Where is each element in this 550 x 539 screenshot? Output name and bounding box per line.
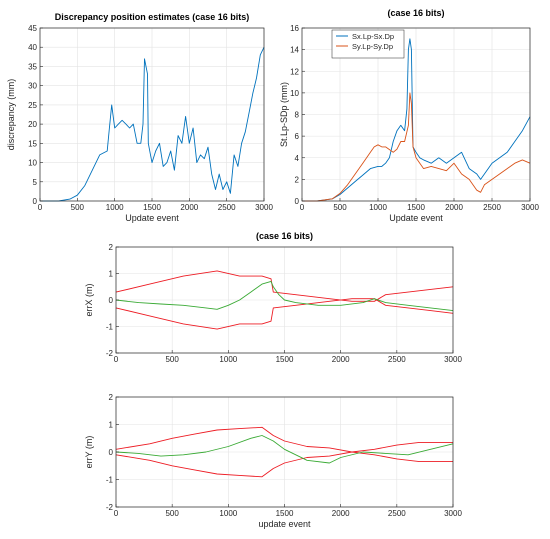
x-tick-label: 0 — [114, 509, 119, 518]
y-tick-label: 35 — [28, 62, 37, 71]
y-axis-label: St.Lp-SDp (mm) — [279, 82, 289, 147]
x-tick-label: 3000 — [521, 203, 539, 212]
chart-1: 0 500 1000 1500 2000 2500 3000 0 5 10 15 20 25 30 35 40… — [6, 12, 273, 223]
y-tick-label: 6 — [295, 132, 300, 141]
y-tick-label: 14 — [290, 46, 299, 55]
x-tick-label: 500 — [333, 203, 347, 212]
x-tick-label: 1000 — [369, 203, 387, 212]
y-tick-label: 20 — [28, 120, 37, 129]
x-tick-label: 500 — [165, 509, 179, 518]
y-tick-label: -2 — [106, 349, 114, 358]
series-line-2 — [302, 92, 531, 202]
x-tick-label: 1500 — [407, 203, 425, 212]
x-tick-label: 2500 — [388, 509, 406, 518]
y-tick-label: 25 — [28, 101, 37, 110]
x-tick-label: 2000 — [332, 355, 350, 364]
x-tick-label: 1000 — [106, 203, 124, 212]
y-tick-label: -2 — [106, 503, 114, 512]
chart-title: Discrepancy position estimates (case 16 … — [55, 12, 250, 22]
y-axis-label: discrepancy (mm) — [6, 79, 16, 151]
series-line-2 — [115, 451, 453, 478]
chart-3: 0 500 1000 1500 2000 2500 3000 -2 -1 0 1 2 (case 16 … — [84, 231, 462, 364]
y-tick-label: 40 — [28, 43, 37, 52]
y-tick-label: 12 — [290, 67, 299, 76]
x-tick-label: 1500 — [276, 509, 294, 518]
y-tick-label: 0 — [33, 197, 38, 206]
series-line-3 — [115, 280, 454, 312]
x-tick-label: 2500 — [388, 355, 406, 364]
chart-title: (case 16 bits) — [387, 8, 444, 18]
series-line-1 — [115, 426, 453, 453]
y-tick-label: 0 — [295, 197, 300, 206]
x-tick-label: 2500 — [483, 203, 501, 212]
y-tick-label: -1 — [106, 323, 114, 332]
x-tick-label: 500 — [165, 355, 179, 364]
x-axis-label: update event — [258, 519, 311, 529]
legend-box — [331, 29, 405, 59]
x-tick-label: 1000 — [219, 509, 237, 518]
x-axis-label: Update event — [389, 213, 443, 223]
y-tick-label: -1 — [106, 476, 114, 485]
legend-label: Sy.Lp-Sy.Dp — [352, 42, 393, 51]
y-tick-label: 2 — [109, 393, 114, 402]
chart-4: 0 500 1000 1500 2000 2500 3000 -2 -1 0 1 2 update ev… — [84, 393, 462, 529]
series-line-1 — [115, 270, 454, 302]
series-line-3 — [115, 435, 454, 464]
y-tick-label: 10 — [290, 89, 299, 98]
x-tick-label: 2000 — [332, 509, 350, 518]
y-tick-label: 10 — [28, 159, 37, 168]
x-tick-label: 3000 — [255, 203, 273, 212]
x-tick-label: 1500 — [143, 203, 161, 212]
legend-label: Sx.Lp-Sx.Dp — [352, 32, 394, 41]
y-tick-label: 0 — [109, 296, 114, 305]
y-axis-label: errY (m) — [84, 436, 94, 469]
x-tick-label: 2500 — [218, 203, 236, 212]
y-tick-label: 1 — [109, 270, 114, 279]
y-axis-label: errX (m) — [84, 284, 94, 317]
series-line-2 — [115, 298, 454, 330]
y-tick-label: 16 — [290, 24, 299, 33]
x-tick-label: 500 — [71, 203, 85, 212]
y-tick-label: 2 — [295, 175, 300, 184]
x-tick-label: 1500 — [276, 355, 294, 364]
x-tick-label: 2000 — [180, 203, 198, 212]
y-tick-label: 8 — [295, 111, 300, 120]
y-tick-label: 15 — [28, 139, 37, 148]
x-tick-label: 3000 — [444, 509, 462, 518]
y-tick-label: 45 — [28, 24, 37, 33]
x-tick-label: 1000 — [219, 355, 237, 364]
x-tick-label: 0 — [38, 203, 43, 212]
x-tick-label: 3000 — [444, 355, 462, 364]
chart-2: 0 500 1000 1500 2000 2500 3000 0 2 4 6 8 10 12 14 16 (ca… — [279, 8, 539, 223]
y-tick-label: 0 — [109, 448, 114, 457]
y-tick-label: 30 — [28, 82, 37, 91]
series-line-1 — [302, 38, 531, 202]
y-tick-label: 1 — [109, 421, 114, 430]
x-tick-label: 0 — [300, 203, 305, 212]
series-line-1 — [40, 47, 265, 202]
y-tick-label: 4 — [295, 154, 300, 163]
x-axis-label: Update event — [125, 213, 179, 223]
y-tick-label: 2 — [109, 243, 114, 252]
x-tick-label: 2000 — [445, 203, 463, 212]
x-tick-label: 0 — [114, 355, 119, 364]
y-tick-label: 5 — [33, 178, 38, 187]
chart-title: (case 16 bits) — [256, 231, 313, 241]
